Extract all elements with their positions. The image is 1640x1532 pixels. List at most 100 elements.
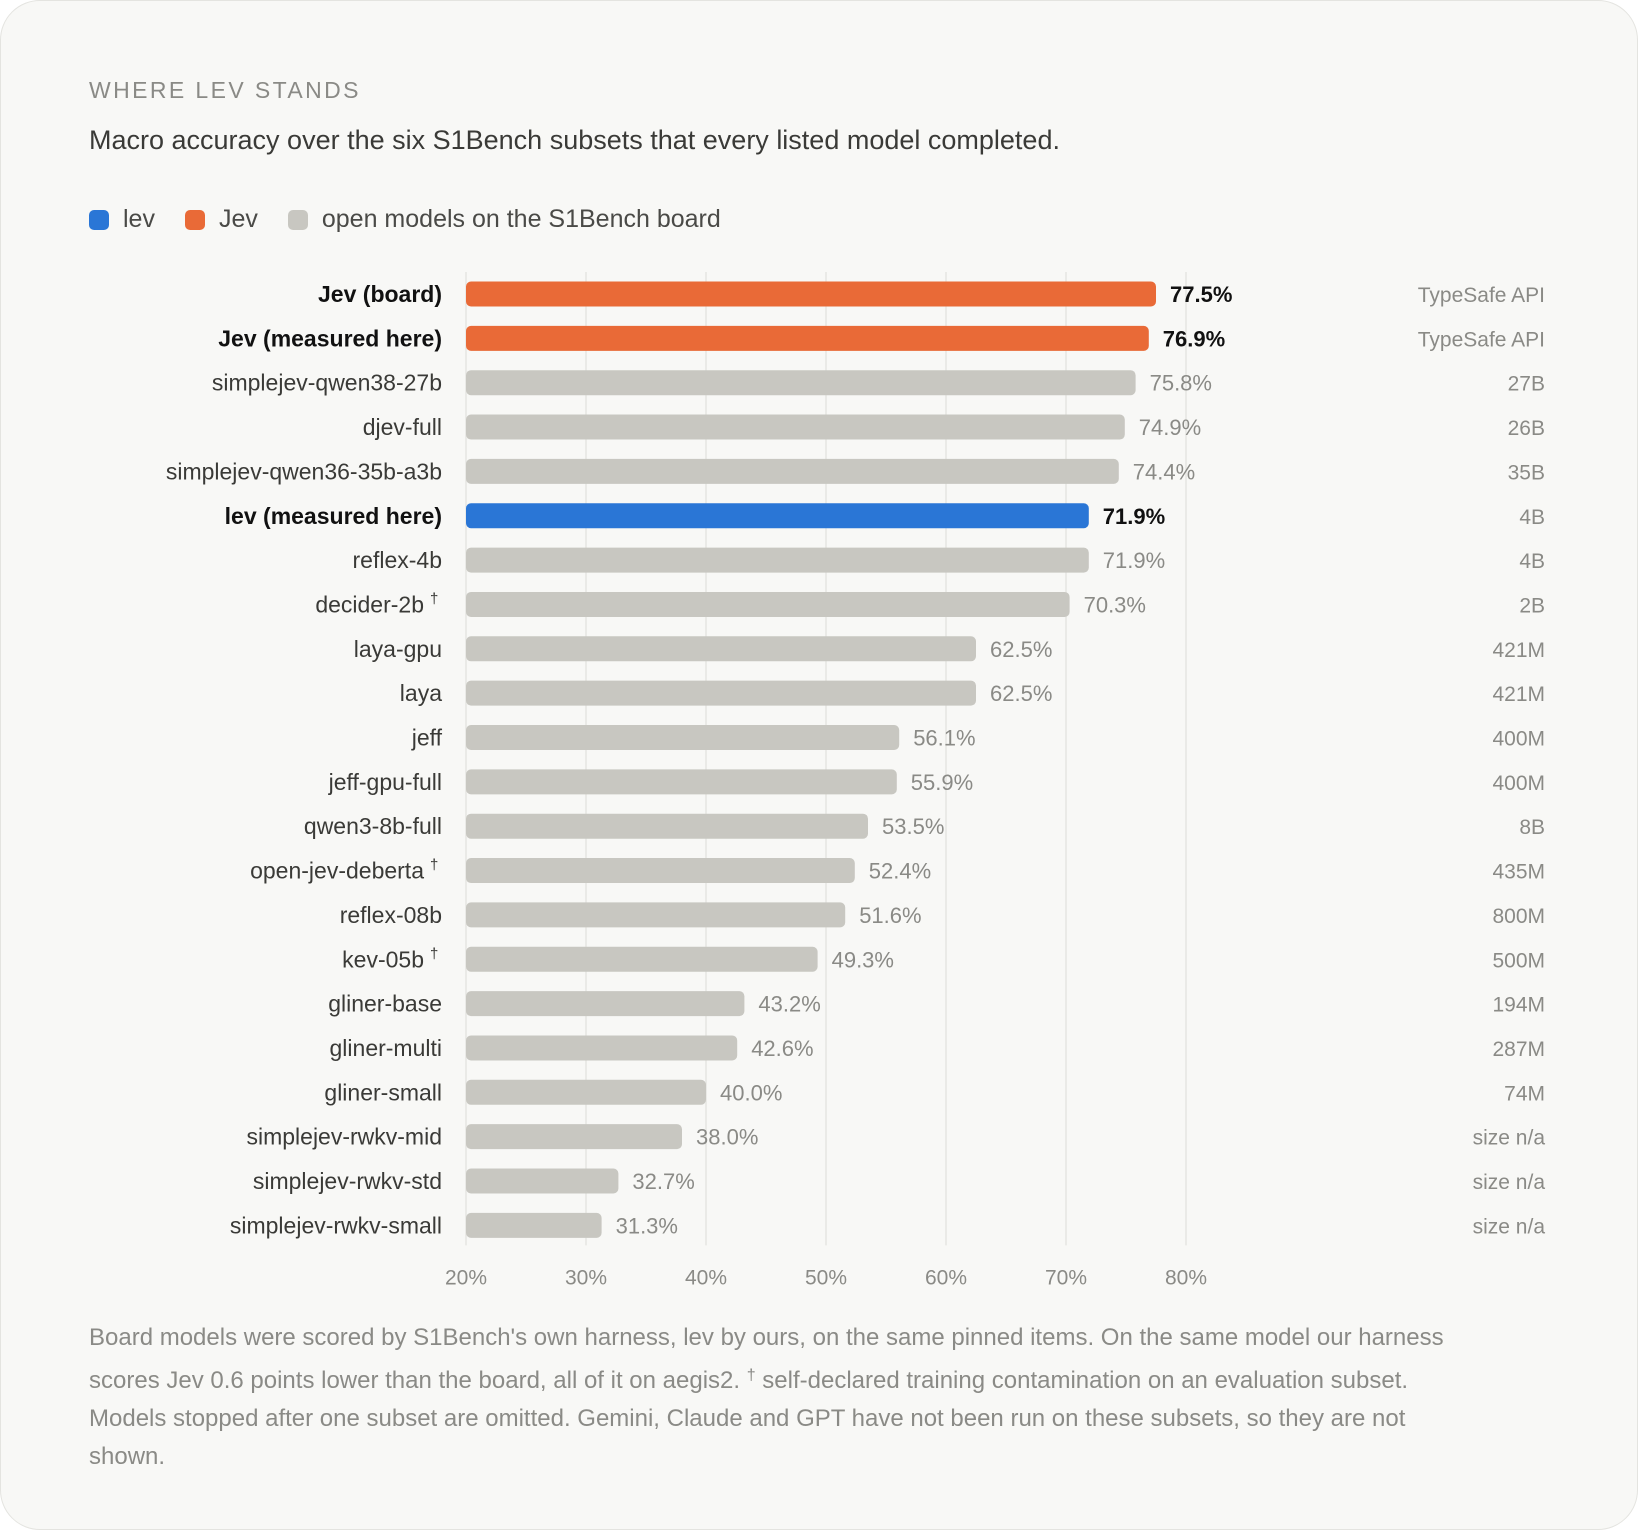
category-label: jeff-gpu-full <box>328 769 442 795</box>
legend-label-jev: Jev <box>218 205 258 233</box>
x-tick-label: 40% <box>685 1266 727 1289</box>
category-label: kev-05b <box>342 946 424 972</box>
category-label: laya <box>400 680 442 706</box>
x-tick-label: 20% <box>445 1266 487 1289</box>
bar <box>466 370 1136 396</box>
category-label: Jev (board) <box>318 281 442 307</box>
dagger-mark: † <box>430 590 438 607</box>
footnote-text-1: Board models were scored by S1Bench's ow… <box>89 1324 1444 1394</box>
category-label: lev (measured here) <box>225 503 442 529</box>
bar <box>466 1168 619 1194</box>
size-label: TypeSafe API <box>1418 284 1545 307</box>
category-label: open-jev-deberta <box>250 858 424 884</box>
dagger-mark: † <box>430 857 438 874</box>
legend-label-lev: lev <box>123 205 155 233</box>
category-label: laya-gpu <box>354 636 442 662</box>
bar <box>466 547 1089 573</box>
value-label: 38.0% <box>696 1125 758 1150</box>
value-label: 52.4% <box>869 859 931 884</box>
dagger-mark: † <box>430 945 438 962</box>
bar <box>466 858 855 884</box>
value-label: 77.5% <box>1170 282 1232 307</box>
value-label: 40.0% <box>720 1080 782 1105</box>
legend-swatch-jev <box>184 209 205 230</box>
footnote-text-2: self-declared training contamination on … <box>89 1367 1409 1470</box>
category-label: simplejev-rwkv-mid <box>246 1124 442 1150</box>
legend-item-jev: Jev <box>184 205 258 234</box>
category-label: reflex-4b <box>353 547 442 573</box>
size-label: 74M <box>1504 1082 1545 1105</box>
x-tick-label: 30% <box>565 1266 607 1289</box>
size-label: size n/a <box>1473 1127 1546 1150</box>
size-label: 800M <box>1492 905 1545 928</box>
value-label: 71.9% <box>1103 548 1165 573</box>
value-label: 51.6% <box>859 903 921 928</box>
bar <box>466 1212 602 1238</box>
footnote: Board models were scored by S1Bench's ow… <box>89 1319 1469 1476</box>
value-label: 62.5% <box>990 681 1052 706</box>
eyebrow-title: WHERE LEV STANDS <box>89 77 361 103</box>
category-label: simplejev-qwen36-35b-a3b <box>166 458 442 484</box>
bar <box>466 503 1089 529</box>
size-label: 26B <box>1508 417 1545 440</box>
legend-swatch-lev <box>89 209 109 230</box>
value-label: 76.9% <box>1163 326 1225 351</box>
category-label: gliner-base <box>328 991 442 1017</box>
legend-label-board: open models on the S1Bench board <box>321 205 721 233</box>
chart-subtitle: Macro accuracy over the six S1Bench subs… <box>89 125 1060 155</box>
value-label: 56.1% <box>913 726 975 751</box>
size-label: 27B <box>1508 373 1545 396</box>
bar <box>466 325 1149 351</box>
category-label: Jev (measured here) <box>218 325 442 351</box>
legend-swatch-board <box>287 209 308 230</box>
bar <box>466 946 818 972</box>
bar <box>466 458 1119 484</box>
size-label: 421M <box>1492 683 1545 706</box>
category-label: simplejev-rwkv-std <box>253 1168 442 1194</box>
value-label: 70.3% <box>1084 592 1146 617</box>
value-label: 31.3% <box>616 1213 678 1238</box>
value-label: 74.4% <box>1133 459 1195 484</box>
size-label: 287M <box>1492 1038 1545 1061</box>
bar <box>466 769 897 795</box>
value-label: 49.3% <box>832 947 894 972</box>
bar <box>466 1124 682 1150</box>
category-label: simplejev-rwkv-small <box>230 1212 442 1238</box>
size-label: 500M <box>1492 949 1545 972</box>
value-label: 55.9% <box>911 770 973 795</box>
size-label: TypeSafe API <box>1418 328 1545 351</box>
value-label: 62.5% <box>990 637 1052 662</box>
bar <box>466 591 1070 617</box>
bar <box>466 991 745 1017</box>
bar <box>466 636 976 662</box>
size-label: 4B <box>1519 506 1545 529</box>
size-label: size n/a <box>1473 1215 1546 1238</box>
legend-item-board: open models on the S1Bench board <box>287 205 721 234</box>
value-label: 71.9% <box>1103 504 1165 529</box>
bar <box>466 414 1125 440</box>
x-tick-label: 60% <box>925 1266 967 1289</box>
size-label: 35B <box>1508 461 1545 484</box>
value-label: 43.2% <box>758 992 820 1017</box>
category-label: decider-2b <box>315 591 424 617</box>
bar <box>466 813 868 839</box>
bar <box>466 902 846 928</box>
category-label: jeff <box>411 725 443 751</box>
size-label: 400M <box>1492 772 1545 795</box>
size-label: 400M <box>1492 728 1545 751</box>
value-label: 74.9% <box>1139 415 1201 440</box>
x-tick-label: 70% <box>1045 1266 1087 1289</box>
category-label: djev-full <box>363 414 442 440</box>
legend: lev Jev open models on the S1Bench board <box>89 205 751 234</box>
value-label: 32.7% <box>632 1169 694 1194</box>
bar <box>466 1079 706 1105</box>
category-label: gliner-multi <box>330 1035 442 1061</box>
category-label: qwen3-8b-full <box>304 813 442 839</box>
size-label: size n/a <box>1473 1171 1546 1194</box>
category-label: reflex-08b <box>340 902 442 928</box>
category-label: gliner-small <box>324 1079 442 1105</box>
size-label: 421M <box>1492 639 1545 662</box>
value-label: 75.8% <box>1150 371 1212 396</box>
bar <box>466 281 1156 307</box>
